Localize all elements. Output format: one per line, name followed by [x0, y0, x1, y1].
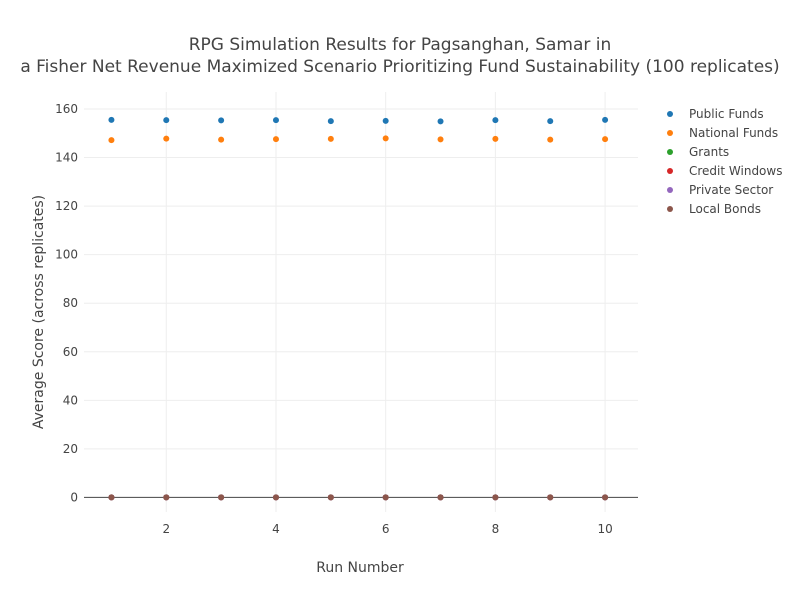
- grid-lines: [84, 92, 638, 512]
- x-tick-label: 6: [382, 522, 390, 536]
- data-point[interactable]: [218, 494, 225, 501]
- y-tick-label: 120: [55, 199, 78, 213]
- data-point[interactable]: [437, 136, 444, 143]
- y-tick-label: 160: [55, 102, 78, 116]
- x-tick-label: 2: [162, 522, 170, 536]
- legend-marker: [667, 111, 673, 117]
- y-tick-label: 60: [63, 345, 78, 359]
- legend-marker: [667, 168, 673, 174]
- y-tick-label: 20: [63, 442, 78, 456]
- data-point[interactable]: [108, 137, 115, 144]
- legend-item[interactable]: Credit Windows: [667, 164, 782, 178]
- data-point[interactable]: [272, 494, 279, 501]
- legend-item[interactable]: Public Funds: [667, 107, 764, 121]
- data-point[interactable]: [437, 494, 444, 501]
- data-point[interactable]: [218, 117, 225, 124]
- chart-title: RPG Simulation Results for Pagsanghan, S…: [20, 35, 779, 77]
- data-point[interactable]: [547, 136, 554, 143]
- data-point[interactable]: [108, 494, 115, 501]
- data-point[interactable]: [218, 136, 225, 143]
- data-point[interactable]: [492, 117, 499, 124]
- x-tick-label: 8: [492, 522, 500, 536]
- series-public-funds: [108, 116, 609, 125]
- legend-marker: [667, 130, 673, 136]
- data-point[interactable]: [108, 116, 115, 123]
- legend-label: Public Funds: [689, 107, 764, 121]
- legend-marker: [667, 187, 673, 193]
- chart-title-line-1: RPG Simulation Results for Pagsanghan, S…: [189, 35, 612, 55]
- x-axis-ticks: 2 4 6 8 10: [162, 522, 612, 536]
- data-point[interactable]: [602, 494, 609, 501]
- legend-item[interactable]: Local Bonds: [667, 202, 761, 216]
- data-point[interactable]: [327, 118, 334, 125]
- legend-item[interactable]: Grants: [667, 145, 729, 159]
- x-tick-label: 10: [597, 522, 612, 536]
- legend-item[interactable]: Private Sector: [667, 183, 773, 197]
- data-point[interactable]: [163, 135, 170, 142]
- data-point[interactable]: [163, 494, 170, 501]
- data-points: [108, 116, 609, 501]
- y-tick-label: 0: [70, 490, 78, 504]
- series-national-funds: [108, 135, 609, 144]
- x-tick-label: 4: [272, 522, 280, 536]
- legend-item[interactable]: National Funds: [667, 126, 778, 140]
- data-point[interactable]: [382, 135, 389, 142]
- y-tick-label: 80: [63, 296, 78, 310]
- y-axis-label: Average Score (across replicates): [31, 195, 47, 429]
- data-point[interactable]: [327, 494, 334, 501]
- series-local-bonds: [108, 494, 609, 501]
- y-tick-label: 40: [63, 393, 78, 407]
- y-axis-ticks: 0 20 40 60 80 100 120 140 160: [55, 102, 78, 504]
- legend-marker: [667, 149, 673, 155]
- legend-label: Local Bonds: [689, 202, 761, 216]
- data-point[interactable]: [272, 117, 279, 124]
- data-point[interactable]: [602, 116, 609, 123]
- chart-title-line-2: a Fisher Net Revenue Maximized Scenario …: [20, 57, 779, 77]
- data-point[interactable]: [547, 494, 554, 501]
- data-point[interactable]: [382, 117, 389, 124]
- data-point[interactable]: [272, 136, 279, 143]
- x-axis-label: Run Number: [316, 560, 404, 576]
- y-tick-label: 100: [55, 248, 78, 262]
- y-tick-label: 140: [55, 151, 78, 165]
- data-point[interactable]: [492, 135, 499, 142]
- data-point[interactable]: [492, 494, 499, 501]
- data-point[interactable]: [327, 135, 334, 142]
- legend[interactable]: Public Funds National Funds Grants Credit W…: [667, 107, 782, 216]
- data-point[interactable]: [547, 118, 554, 125]
- legend-marker: [667, 206, 673, 212]
- data-point[interactable]: [602, 136, 609, 143]
- legend-label: Grants: [689, 145, 729, 159]
- data-point[interactable]: [382, 494, 389, 501]
- data-point[interactable]: [163, 117, 170, 124]
- legend-label: Private Sector: [689, 183, 773, 197]
- legend-label: National Funds: [689, 126, 778, 140]
- legend-label: Credit Windows: [689, 164, 782, 178]
- data-point[interactable]: [437, 118, 444, 125]
